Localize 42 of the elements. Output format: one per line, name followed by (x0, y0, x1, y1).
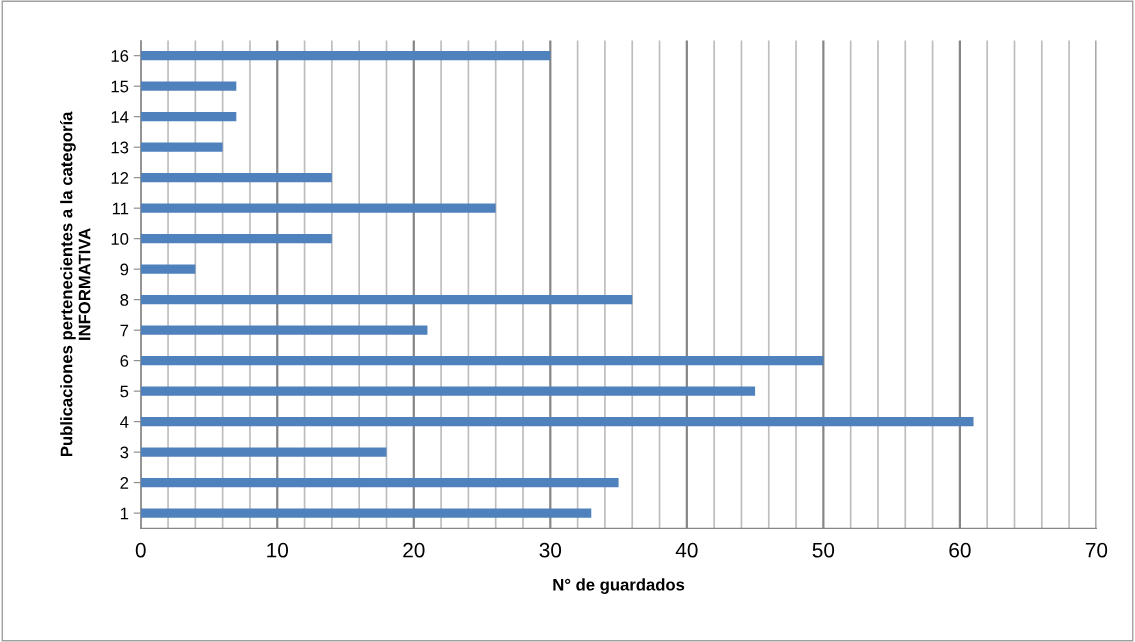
bar (140, 142, 223, 152)
bar (140, 417, 974, 427)
bar (140, 508, 592, 518)
x-tick-label: 70 (1085, 542, 1108, 558)
bar (140, 447, 387, 457)
bar (140, 51, 551, 61)
bar (140, 173, 332, 183)
y-tick-label: 12 (111, 172, 129, 184)
x-tick-label: 0 (135, 542, 146, 558)
bar (140, 478, 619, 488)
x-tick-label: 20 (403, 542, 425, 558)
y-tick-label: 13 (111, 141, 129, 154)
x-tick-label: 30 (539, 542, 562, 558)
y-tick-label: 4 (120, 416, 129, 428)
y-tick-label: 7 (120, 324, 129, 337)
y-tick-label: 3 (120, 446, 129, 459)
y-tick-label: 1 (120, 507, 129, 520)
x-axis-title: N° de guardados (553, 578, 685, 594)
bar (140, 203, 496, 213)
y-tick-label: 11 (112, 202, 129, 215)
bar (140, 81, 237, 91)
y-tick-label: 14 (111, 111, 129, 123)
x-tick-label: 40 (675, 542, 698, 558)
y-axis-title: Publicaciones pertenecientes a la categoría INFORMATIVA (60, 111, 91, 457)
y-tick-label: 6 (120, 355, 129, 367)
x-tick-label: 50 (812, 542, 835, 558)
y-tick-label: 15 (111, 80, 129, 93)
y-tick-label: 16 (111, 50, 129, 62)
bar (140, 112, 237, 122)
y-tick-label: 8 (120, 294, 129, 306)
x-tick-label: 60 (949, 542, 971, 558)
bar (140, 295, 633, 305)
bar (140, 234, 332, 244)
y-tick-label: 2 (120, 477, 129, 489)
bar (140, 325, 428, 335)
bar (140, 386, 756, 396)
bar (140, 356, 824, 366)
y-tick-label: 9 (120, 263, 129, 276)
y-tick-label: 10 (111, 233, 129, 245)
bar (140, 264, 196, 274)
y-tick-label: 5 (120, 385, 129, 398)
x-tick-label: 10 (267, 542, 289, 558)
